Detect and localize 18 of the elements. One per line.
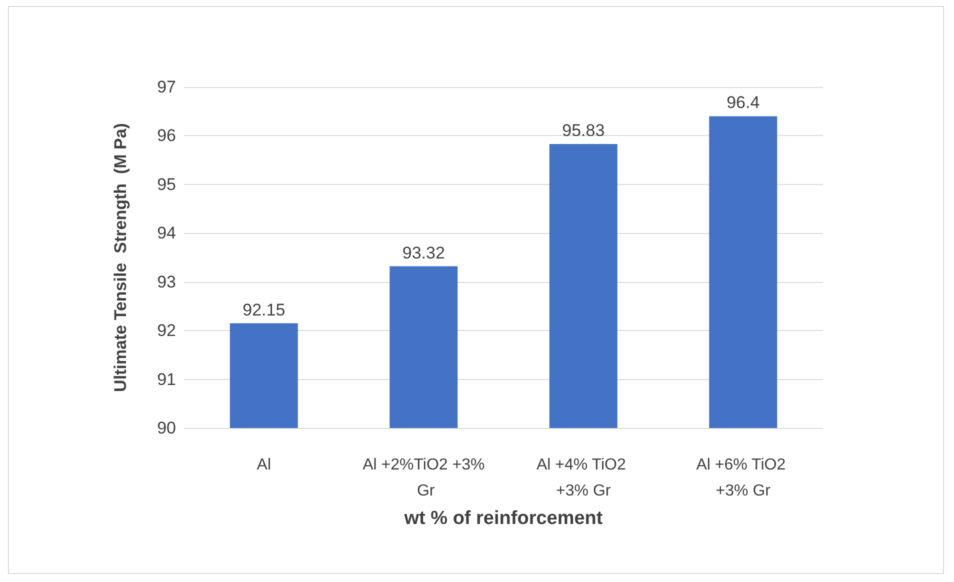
y-tick-label: 95 [157,174,176,194]
x-tick-label: Al +6% TiO2 +3% Gr [696,456,790,500]
data-label: 95.83 [562,120,605,140]
x-axis-title: wt % of reinforcement [403,508,604,529]
data-label: 93.32 [402,243,445,262]
y-tick-label: 91 [157,370,176,389]
x-tick-label: Al [256,456,271,474]
y-axis-title: Ultimate Tensile Strength (M Pa) [111,123,130,392]
x-tick-label: Al +2%TiO2 +3% Gr [362,456,485,500]
y-tick-label: 96 [157,126,176,146]
y-tick-label: 90 [157,418,176,438]
y-tick-label: 93 [157,272,176,292]
data-label: 96.4 [726,93,760,112]
x-tick-label: Al +4% TiO2 +3% Gr [536,456,630,500]
y-tick-label: 92 [157,321,176,340]
data-label: 92.15 [242,300,286,320]
y-tick-label: 94 [157,224,176,243]
y-tick-label: 97 [157,78,176,96]
